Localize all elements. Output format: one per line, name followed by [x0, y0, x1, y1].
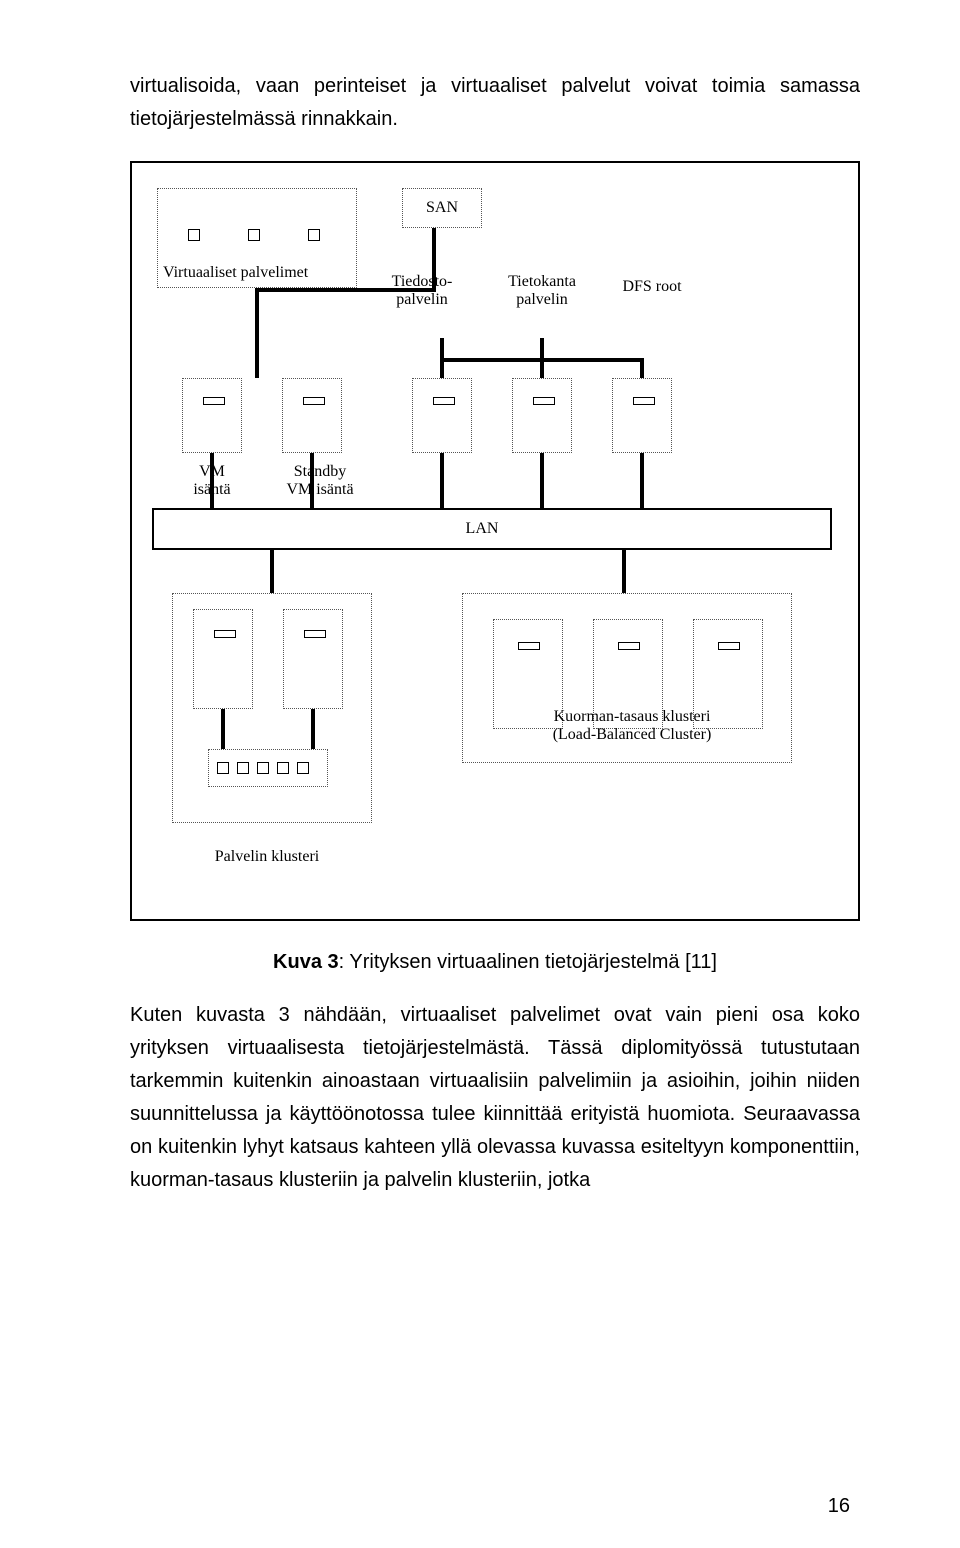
server-cluster-box: [172, 593, 372, 823]
connector-line: [540, 358, 644, 362]
connector-line: [255, 288, 432, 292]
vm-node-icon: [248, 229, 260, 241]
server-slot-icon: [214, 630, 236, 638]
server-slot-icon: [618, 642, 640, 650]
architecture-diagram: Virtuaaliset palvelimet SAN Tiedosto- pa…: [130, 161, 860, 921]
file-server-label: Tiedosto- palvelin: [372, 273, 472, 338]
disk-icon: [257, 762, 269, 774]
storage-array-icon: [208, 749, 328, 787]
connector-line: [540, 453, 544, 508]
server-cluster-label: Palvelin klusteri: [192, 848, 342, 866]
server-slot-icon: [203, 397, 225, 405]
server-slot-icon: [518, 642, 540, 650]
server-slot-icon: [633, 397, 655, 405]
body-paragraph: Kuten kuvasta 3 nähdään, virtuaaliset pa…: [130, 999, 860, 1197]
server-box: [412, 378, 472, 453]
caption-rest: : Yrityksen virtuaalinen tietojärjestelm…: [339, 951, 717, 973]
connector-line: [432, 228, 436, 292]
load-balanced-cluster-label: Kuorman-tasaus klusteri (Load-Balanced C…: [522, 708, 742, 743]
connector-line: [540, 338, 544, 358]
intro-paragraph: virtualisoida, vaan perinteiset ja virtu…: [130, 70, 860, 136]
virtual-servers-box: Virtuaaliset palvelimet: [157, 188, 357, 288]
connector-line: [440, 453, 444, 508]
server-slot-icon: [304, 630, 326, 638]
standby-host-label: Standby VM isäntä: [280, 463, 360, 498]
server-box: [512, 378, 572, 453]
figure-caption: Kuva 3: Yrityksen virtuaalinen tietojärj…: [130, 951, 860, 974]
page-number: 16: [828, 1495, 850, 1518]
server-box: [612, 378, 672, 453]
disk-icon: [237, 762, 249, 774]
connector-line: [270, 550, 274, 593]
disk-icon: [297, 762, 309, 774]
caption-bold: Kuva 3: [273, 951, 339, 973]
cluster-server-icon: [283, 609, 343, 709]
vm-node-icon: [308, 229, 320, 241]
san-label: SAN: [422, 199, 462, 217]
disk-icon: [217, 762, 229, 774]
connector-line: [311, 709, 315, 749]
server-slot-icon: [303, 397, 325, 405]
server-slot-icon: [718, 642, 740, 650]
connector-line: [640, 453, 644, 508]
connector-line: [310, 453, 314, 508]
standby-host-box: [282, 378, 342, 453]
cluster-server-icon: [193, 609, 253, 709]
connector-line: [622, 550, 626, 593]
server-slot-icon: [433, 397, 455, 405]
db-server-label: Tietokanta palvelin: [492, 273, 592, 338]
vm-node-icon: [188, 229, 200, 241]
connector-line: [210, 453, 214, 508]
connector-line: [221, 709, 225, 749]
lan-label: LAN: [452, 520, 512, 538]
virtual-servers-label: Virtuaaliset palvelimet: [163, 264, 353, 282]
dfs-root-label: DFS root: [612, 278, 692, 296]
vm-host-box: [182, 378, 242, 453]
server-slot-icon: [533, 397, 555, 405]
connector-line: [440, 358, 544, 362]
connector-line: [255, 288, 259, 378]
disk-icon: [277, 762, 289, 774]
